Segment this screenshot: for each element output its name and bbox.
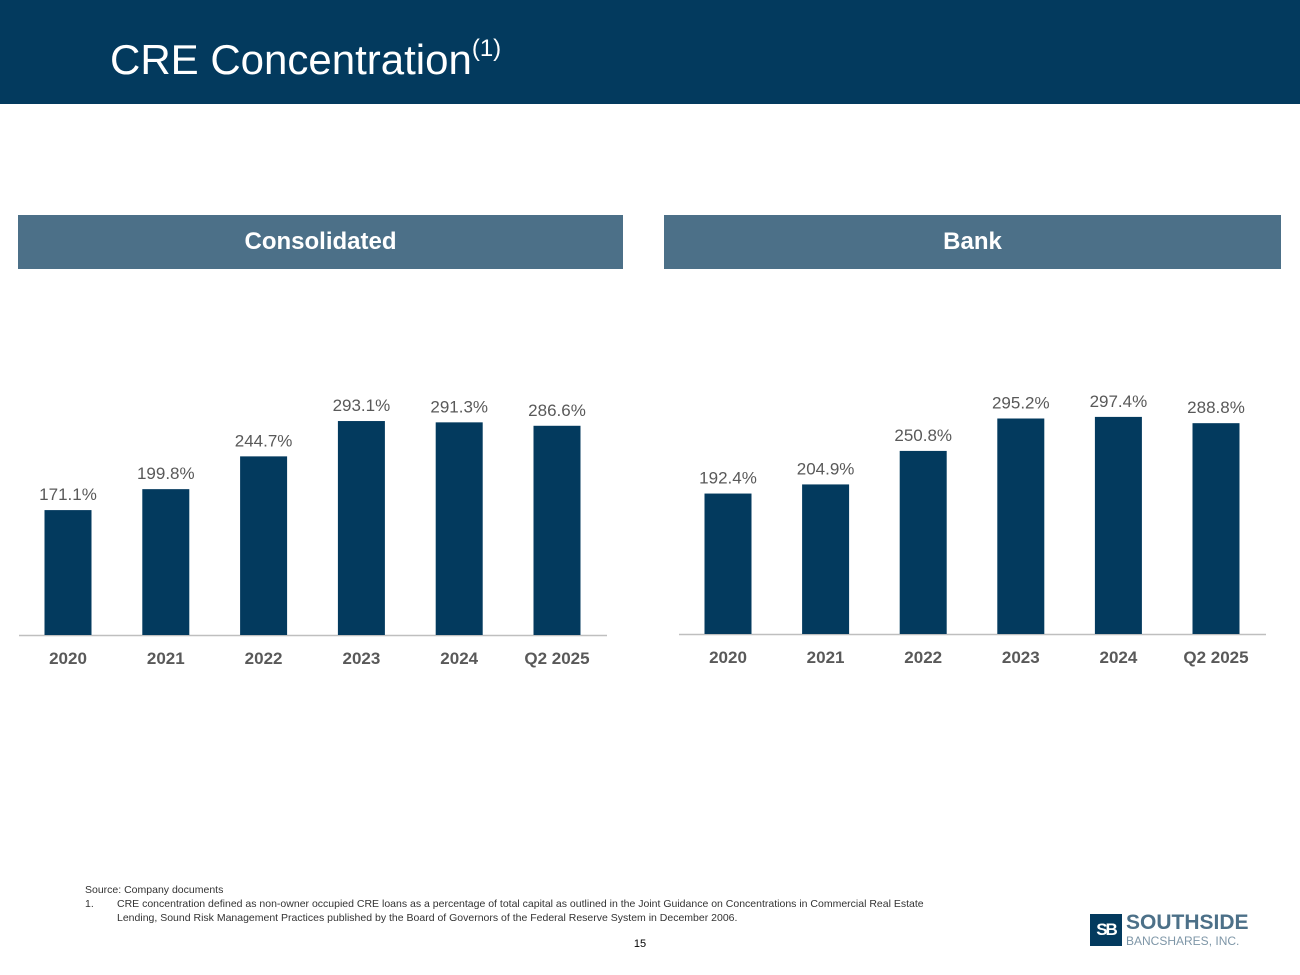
footnote-1: 1. CRE concentration defined as non-owne… <box>85 897 965 925</box>
data-label: 291.3% <box>430 397 488 416</box>
bar-2021 <box>802 484 850 634</box>
data-label: 192.4% <box>699 469 757 488</box>
data-label: 171.1% <box>39 485 97 504</box>
data-label: 286.6% <box>528 401 586 420</box>
bar-2020 <box>704 493 752 634</box>
panel-header-consolidated: Consolidated <box>18 215 623 269</box>
bar-q2-2025 <box>533 425 581 635</box>
source-note: Source: Company documents <box>85 884 224 896</box>
panel-header-bank-label: Bank <box>943 228 1002 255</box>
panel-header-bank: Bank <box>664 215 1281 269</box>
company-logo: SB SOUTHSIDE BANCSHARES, INC. <box>1090 911 1270 952</box>
page-number: 15 <box>633 938 647 950</box>
data-label: 204.9% <box>797 459 855 478</box>
logo-name-bottom: BANCSHARES, INC. <box>1126 934 1240 948</box>
bar-2020 <box>44 510 92 635</box>
data-label: 199.8% <box>137 464 195 483</box>
data-label: 295.2% <box>992 394 1050 413</box>
x-tick-label: 2022 <box>904 648 942 667</box>
x-tick-label: 2020 <box>49 649 87 668</box>
consolidated-chart: 171.1% 2020 199.8% 2021 244.7% 2022 293.1% 2023… <box>19 396 607 668</box>
bar-2024 <box>1094 416 1142 634</box>
x-tick-label: 2020 <box>709 648 747 667</box>
bar-2024 <box>435 422 483 635</box>
data-label: 297.4% <box>1090 392 1148 411</box>
bar-2022 <box>240 456 288 635</box>
header-bar <box>0 0 1300 104</box>
data-label: 293.1% <box>333 396 391 415</box>
x-tick-label: 2023 <box>342 649 380 668</box>
data-label: 288.8% <box>1187 398 1245 417</box>
x-tick-label: 2024 <box>1099 648 1137 667</box>
bar-2023 <box>337 421 385 635</box>
x-tick-label: Q2 2025 <box>524 649 589 668</box>
data-label: 244.7% <box>235 431 293 450</box>
bar-2023 <box>997 418 1045 634</box>
x-tick-label: 2023 <box>1002 648 1040 667</box>
bar-2022 <box>899 450 947 634</box>
x-tick-label: 2021 <box>147 649 185 668</box>
bar-2021 <box>142 489 190 635</box>
x-tick-label: 2022 <box>245 649 283 668</box>
x-tick-label: Q2 2025 <box>1183 648 1248 667</box>
page-title: CRE Concentration(1) <box>110 36 501 84</box>
logo-mark: SB <box>1090 914 1122 946</box>
title-footnote-marker: (1) <box>471 35 502 62</box>
bank-chart: 192.4% 2020 204.9% 2021 250.8% 2022 295.2% 2023… <box>679 392 1266 667</box>
panel-header-consolidated-label: Consolidated <box>244 228 397 255</box>
logo-name-top: SOUTHSIDE <box>1126 911 1249 934</box>
x-tick-label: 2024 <box>440 649 478 668</box>
footnote-number: 1. <box>85 898 94 910</box>
x-tick-label: 2021 <box>807 648 845 667</box>
page-title-text: CRE Concentration <box>110 36 472 83</box>
footnotes: Source: Company documents 1. CRE concent… <box>85 883 965 925</box>
footnote-text: CRE concentration defined as non-owner o… <box>117 898 924 924</box>
data-label: 250.8% <box>894 426 952 445</box>
bar-q2-2025 <box>1192 423 1240 634</box>
